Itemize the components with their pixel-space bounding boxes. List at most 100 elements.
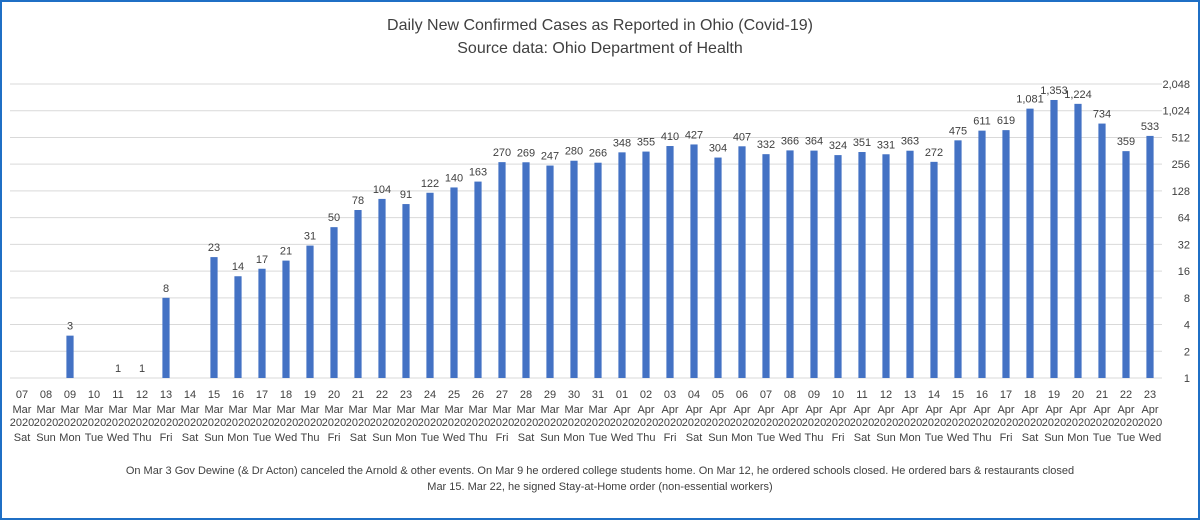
data-label: 122 — [421, 178, 439, 190]
bar — [210, 257, 218, 378]
x-tick-year: 2020 — [994, 417, 1018, 429]
data-label: 272 — [925, 147, 943, 159]
x-tick-year: 2020 — [898, 417, 922, 429]
bar — [786, 150, 794, 378]
data-label: 734 — [1093, 109, 1111, 121]
bar — [1098, 123, 1106, 378]
x-tick-weekday: Mon — [227, 432, 248, 444]
x-tick-weekday: Wed — [443, 432, 465, 444]
bar — [426, 192, 434, 378]
x-tick-weekday: Mon — [1067, 432, 1088, 444]
data-label: 3 — [67, 321, 73, 333]
x-tick-day: 15 — [208, 389, 220, 401]
bar — [258, 268, 266, 378]
bar — [306, 245, 314, 378]
x-tick-month: Mar — [565, 404, 584, 416]
x-tick-day: 05 — [712, 389, 724, 401]
x-tick-year: 2020 — [922, 417, 946, 429]
x-tick-day: 19 — [304, 389, 316, 401]
x-tick-year: 2020 — [778, 417, 802, 429]
bar — [522, 162, 530, 378]
x-tick-month: Apr — [637, 404, 654, 416]
x-tick-year: 2020 — [586, 417, 610, 429]
x-tick-weekday: Wed — [1139, 432, 1161, 444]
x-tick-month: Mar — [397, 404, 416, 416]
x-tick-month: Mar — [61, 404, 80, 416]
x-tick-year: 2020 — [274, 417, 298, 429]
x-tick-day: 09 — [808, 389, 820, 401]
x-tick-day: 19 — [1048, 389, 1060, 401]
x-tick-month: Mar — [445, 404, 464, 416]
bar — [1122, 151, 1130, 378]
data-label: 355 — [637, 137, 655, 149]
x-tick-weekday: Wed — [611, 432, 633, 444]
x-tick-weekday: Fri — [832, 432, 845, 444]
x-tick-day: 20 — [1072, 389, 1084, 401]
bar — [498, 162, 506, 378]
bar — [1002, 130, 1010, 378]
bar — [330, 227, 338, 378]
data-label: 23 — [208, 242, 220, 254]
data-label: 1,081 — [1016, 94, 1044, 106]
x-tick-weekday: Sat — [686, 432, 703, 444]
data-label: 1 — [139, 363, 145, 375]
x-tick-month: Apr — [853, 404, 870, 416]
bar — [690, 144, 698, 378]
x-tick-year: 2020 — [346, 417, 370, 429]
x-tick-year: 2020 — [562, 417, 586, 429]
x-tick-month: Mar — [253, 404, 272, 416]
x-tick-month: Apr — [901, 404, 918, 416]
x-tick-year: 2020 — [10, 417, 34, 429]
data-label: 14 — [232, 261, 244, 273]
x-tick-month: Mar — [133, 404, 152, 416]
x-tick-month: Apr — [757, 404, 774, 416]
x-tick-weekday: Thu — [805, 432, 824, 444]
bar — [378, 198, 386, 378]
data-label: 104 — [373, 184, 391, 196]
bar — [738, 146, 746, 378]
x-tick-month: Mar — [493, 404, 512, 416]
bar — [882, 154, 890, 378]
bar — [474, 181, 482, 378]
x-tick-month: Apr — [685, 404, 702, 416]
x-tick-day: 13 — [904, 389, 916, 401]
data-label: 17 — [256, 254, 268, 266]
x-tick-day: 21 — [352, 389, 364, 401]
annotation-line-1: On Mar 3 Gov Dewine (& Dr Acton) cancele… — [126, 465, 1074, 477]
x-tick-year: 2020 — [538, 417, 562, 429]
x-tick-month: Mar — [589, 404, 608, 416]
x-tick-year: 2020 — [730, 417, 754, 429]
bar — [954, 140, 962, 378]
x-tick-month: Apr — [877, 404, 894, 416]
x-tick-year: 2020 — [418, 417, 442, 429]
x-tick-year: 2020 — [1066, 417, 1090, 429]
x-tick-year: 2020 — [754, 417, 778, 429]
bar — [642, 151, 650, 378]
x-tick-month: Mar — [421, 404, 440, 416]
y-tick-label: 16 — [1178, 266, 1190, 278]
x-tick-day: 23 — [1144, 389, 1156, 401]
bar — [978, 130, 986, 378]
x-tick-weekday: Wed — [275, 432, 297, 444]
data-label: 140 — [445, 172, 463, 184]
x-tick-year: 2020 — [634, 417, 658, 429]
bar — [450, 187, 458, 378]
y-tick-label: 8 — [1184, 293, 1190, 305]
x-tick-weekday: Tue — [589, 432, 608, 444]
data-label: 247 — [541, 151, 559, 163]
x-tick-year: 2020 — [1090, 417, 1114, 429]
x-tick-year: 2020 — [946, 417, 970, 429]
data-label: 331 — [877, 139, 895, 151]
x-tick-month: Apr — [613, 404, 630, 416]
x-tick-day: 23 — [400, 389, 412, 401]
x-tick-year: 2020 — [226, 417, 250, 429]
y-tick-label: 4 — [1184, 320, 1190, 332]
x-tick-year: 2020 — [970, 417, 994, 429]
x-tick-day: 07 — [760, 389, 772, 401]
x-tick-weekday: Thu — [637, 432, 656, 444]
x-tick-month: Apr — [733, 404, 750, 416]
x-tick-weekday: Sun — [204, 432, 224, 444]
x-tick-day: 12 — [880, 389, 892, 401]
x-tick-weekday: Tue — [925, 432, 944, 444]
